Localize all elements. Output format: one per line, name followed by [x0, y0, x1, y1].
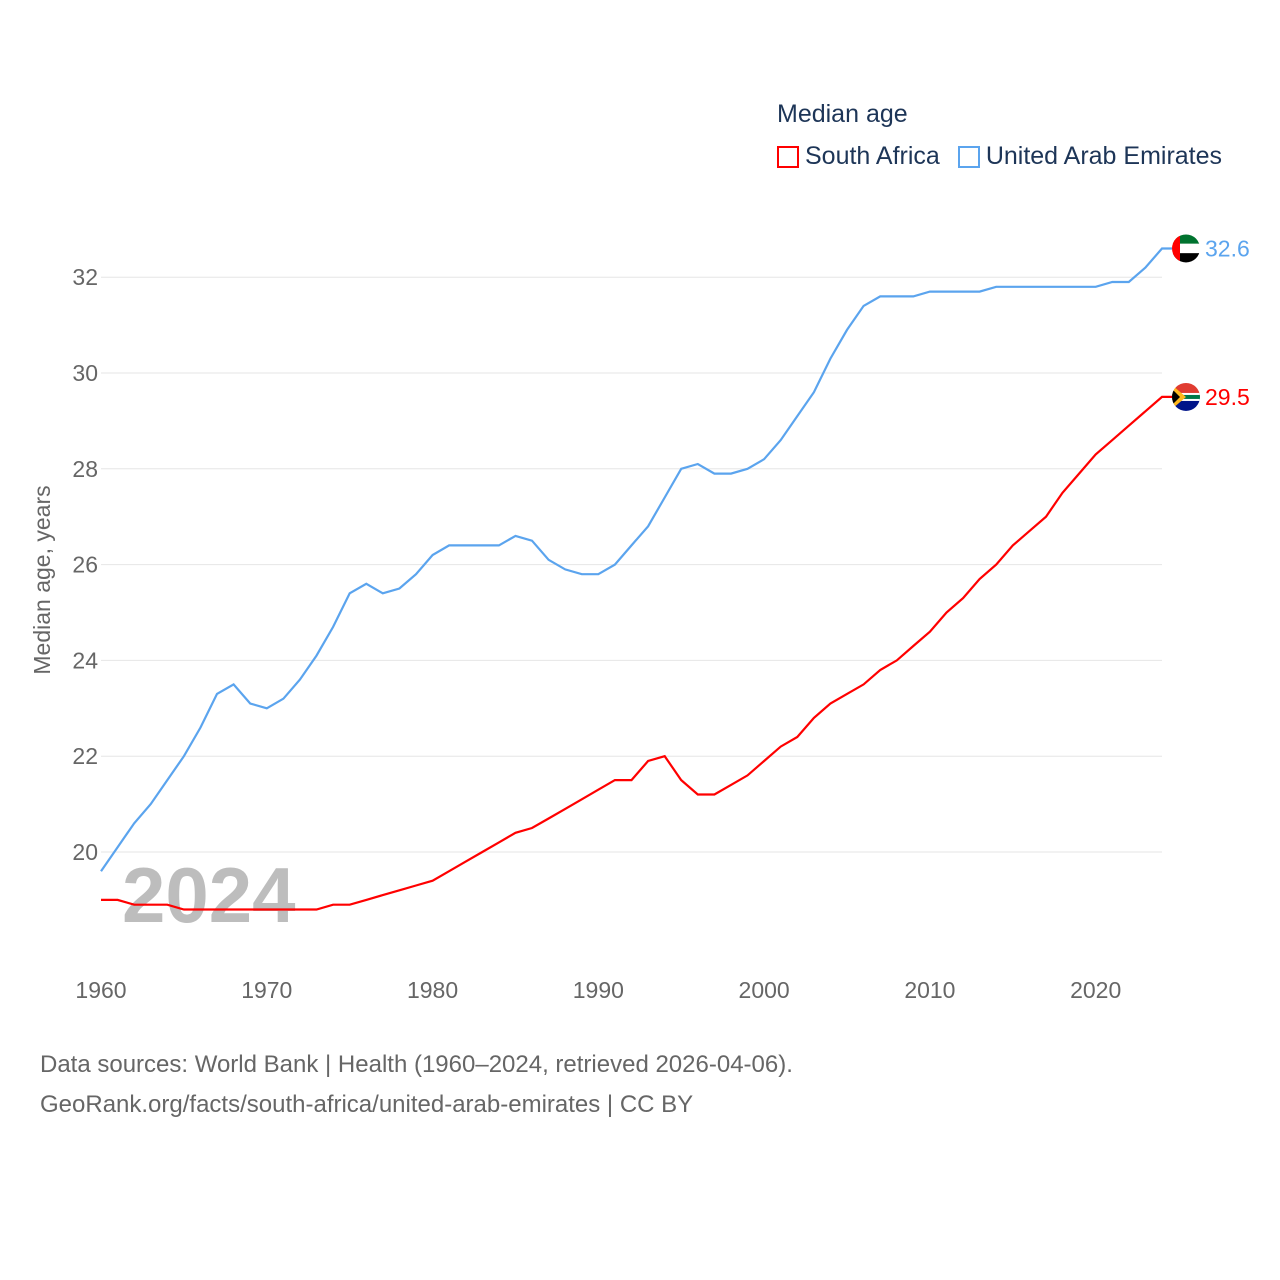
x-tick-label: 2000 — [739, 977, 790, 1003]
end-value-label: 32.6 — [1205, 235, 1250, 261]
y-tick-label: 24 — [72, 647, 98, 673]
y-tick-label: 26 — [72, 552, 98, 578]
x-tick-label: 2020 — [1070, 977, 1121, 1003]
y-tick-label: 22 — [72, 743, 98, 769]
end-value-label: 29.5 — [1205, 384, 1250, 410]
y-tick-label: 30 — [72, 360, 98, 386]
legend-item-south-africa[interactable]: South Africa — [777, 142, 940, 171]
x-tick-label: 1970 — [241, 977, 292, 1003]
x-tick-label: 1980 — [407, 977, 458, 1003]
year-watermark: 2024 — [122, 851, 296, 939]
south-africa-flag-icon — [1172, 382, 1200, 411]
x-tick-label: 2010 — [904, 977, 955, 1003]
legend: South Africa United Arab Emirates — [777, 142, 1222, 171]
legend-swatch — [957, 145, 980, 168]
y-tick-label: 28 — [72, 456, 98, 482]
uae-flag-icon — [1172, 234, 1200, 263]
series-line-south-africa — [101, 395, 1172, 911]
series-line-uae — [100, 247, 1172, 872]
legend-swatch — [777, 145, 799, 168]
source-note: Data sources: World Bank | Health (1960–… — [40, 1045, 793, 1125]
legend-title: Median age — [777, 100, 908, 128]
legend-label: United Arab Emirates — [985, 142, 1223, 170]
legend-item-uae[interactable]: United Arab Emirates — [957, 142, 1223, 171]
y-axis-label: Median age, years — [29, 485, 55, 674]
y-tick-label: 32 — [72, 264, 98, 290]
source-line-2[interactable]: GeoRank.org/facts/south-africa/united-ar… — [40, 1091, 694, 1118]
x-tick-label: 1990 — [573, 977, 624, 1003]
legend-label: South Africa — [805, 142, 940, 170]
x-tick-label: 1960 — [75, 977, 126, 1003]
source-line-1: Data sources: World Bank | Health (1960–… — [40, 1051, 793, 1078]
y-tick-label: 20 — [72, 839, 98, 865]
